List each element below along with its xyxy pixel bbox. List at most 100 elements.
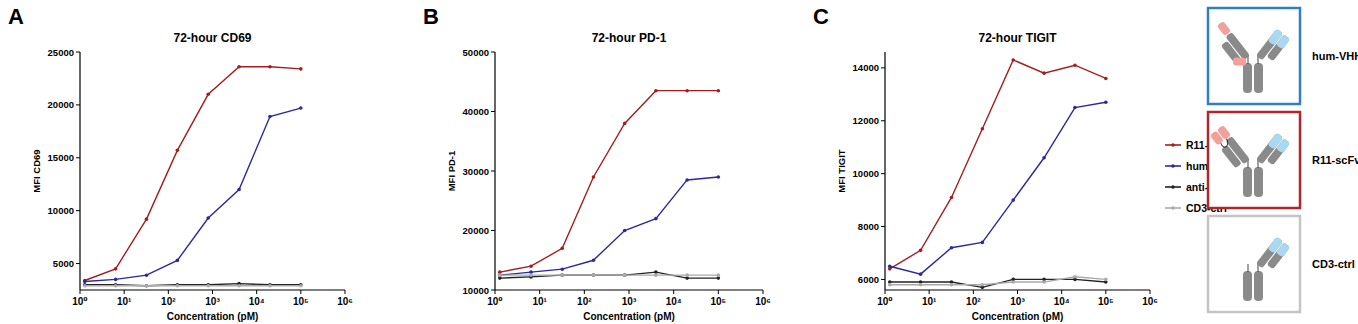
x-tick-label: 10² [161,296,176,307]
x-tick [673,290,674,294]
series-line [85,67,301,281]
panel-letter: C [813,4,829,29]
point [623,273,627,277]
y-tick [76,263,80,264]
point [1104,100,1108,104]
point [717,273,721,277]
x-tick [929,290,930,294]
point [981,241,985,245]
point [268,65,272,69]
legend-marker [1171,206,1175,210]
y-tick [491,290,495,291]
fc [1254,167,1263,197]
y-tick [881,173,885,174]
y-tick-label: 20000 [463,225,489,236]
x-tick-label: 10³ [622,296,637,307]
y-tick [76,210,80,211]
x-tick [1105,290,1106,294]
y-tick-label: 25000 [48,47,74,58]
x-tick-label: 10³ [205,296,220,307]
y-tick [76,157,80,158]
y-tick-label: 20000 [48,99,74,110]
data-group [888,58,1108,289]
fab-arm [1208,21,1254,72]
point [83,284,87,288]
y-tick-label: 15000 [48,152,74,163]
y-axis [884,52,885,290]
light [1267,138,1291,165]
point [1011,198,1015,202]
point [919,283,923,287]
panel-letter: B [423,4,439,29]
x-tick [584,290,585,294]
schematic-box [1208,216,1300,312]
fc [1243,167,1252,197]
y-tick-label: 50000 [463,47,489,58]
series-line [890,277,1106,285]
x-tick-label: 10⁵ [293,296,309,307]
x-tick-label: 10⁴ [1054,296,1070,307]
x-tick-label: 10⁴ [666,296,682,307]
point [299,106,303,110]
light [1267,34,1291,61]
x-tick-label: 10⁶ [337,296,353,307]
y-axis-label: MFI TIGIT [836,149,847,192]
x-tick-label: 10³ [1010,296,1025,307]
schematic-label: R11-scFv-1 [1312,154,1358,166]
x-tick [168,290,169,294]
y-tick-label: 5000 [53,258,74,269]
series-line [890,60,1106,269]
point [950,246,954,250]
data-group [83,65,303,288]
fc [1254,271,1263,301]
point [560,247,564,251]
x-tick-label: 10⁰ [487,296,503,307]
point [981,283,985,287]
figure: A72-hour CD6950001000015000200002500010⁰… [0,0,1358,324]
point [206,284,210,288]
point [268,284,272,288]
point [654,89,658,93]
schematic: R11-scFv-1 [1208,112,1358,208]
x-tick [718,290,719,294]
x-axis-label: Concentration (pM) [972,311,1064,322]
schematic-label: CD3-ctrl [1312,258,1355,270]
series-line [500,177,719,275]
x-tick [256,290,257,294]
point [919,272,923,276]
point [268,115,272,119]
y-tick-label: 14000 [853,62,879,73]
point [560,267,564,271]
point [145,217,149,221]
vhh [1217,21,1231,36]
y-tick [881,226,885,227]
hinge [1248,264,1249,272]
panel-letter: A [8,4,24,29]
y-tick [491,111,495,112]
point [237,284,241,288]
point [560,273,564,277]
title: 72-hour CD69 [173,31,251,45]
light [1267,242,1291,269]
x-tick-label: 10⁰ [72,296,88,307]
y-tick-label: 6000 [858,274,879,285]
x-tick-label: 10¹ [922,296,937,307]
y-tick [491,171,495,172]
vl [1276,34,1290,49]
x-tick [1061,290,1062,294]
point [654,217,658,221]
series-line [890,102,1106,274]
x-tick-label: 10⁶ [1142,296,1158,307]
point [176,284,180,288]
point [145,284,149,288]
fab-arm [1256,237,1290,274]
x-tick [973,290,974,294]
x-tick [629,290,630,294]
point [685,273,689,277]
point [206,93,210,97]
point [654,273,658,277]
point [114,278,118,282]
x-tick [124,290,125,294]
x-tick [1017,290,1018,294]
series-line [500,272,719,278]
